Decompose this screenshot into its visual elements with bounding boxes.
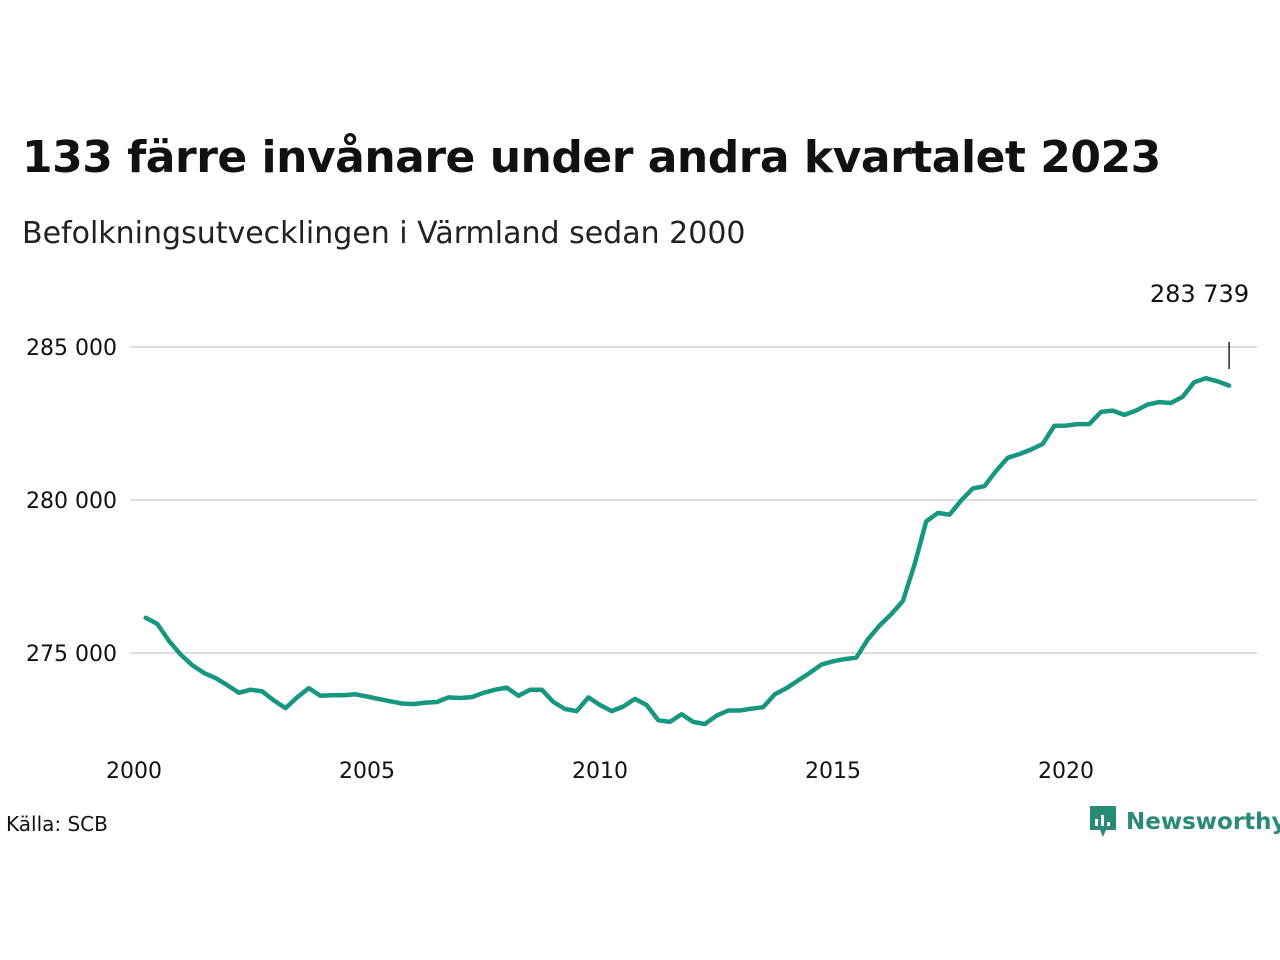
brand-name: Newsworthy [1126, 809, 1280, 835]
x-tick-label: 2010 [572, 759, 628, 784]
series-line [143, 375, 1232, 727]
chart-subtitle: Befolkningsutvecklingen i Värmland sedan… [22, 216, 746, 251]
x-tick-label: 2020 [1038, 759, 1094, 784]
x-axis-tick-labels: 2000 2005 2010 2015 2020 [106, 759, 1094, 784]
y-tick-label: 285 000 [26, 336, 117, 361]
gridlines [130, 346, 1257, 654]
series-layer [143, 375, 1232, 727]
x-tick-label: 2015 [805, 759, 861, 784]
source-note: Källa: SCB [6, 812, 108, 836]
x-tick-label: 2000 [106, 759, 162, 784]
y-axis-tick-labels: 275 000 280 000 285 000 [26, 336, 117, 667]
chart-title: 133 färre invånare under andra kvartalet… [22, 132, 1161, 183]
y-tick-label: 280 000 [26, 489, 117, 514]
brand-logo: Newsworthy [1088, 804, 1280, 840]
newsworthy-logo-icon [1090, 806, 1116, 837]
last-value-label: 283 739 [1150, 280, 1249, 308]
last-value-annotation: 283 739 [1150, 280, 1249, 369]
x-tick-label: 2005 [339, 759, 395, 784]
y-tick-label: 275 000 [26, 642, 117, 667]
